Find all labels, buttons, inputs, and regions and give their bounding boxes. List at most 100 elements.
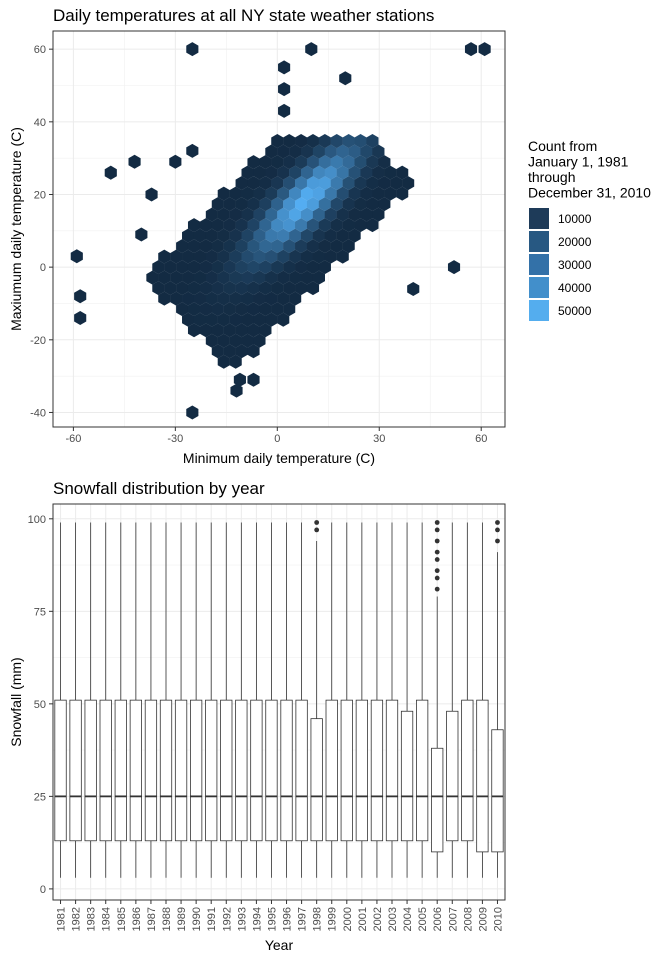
interquartile-box xyxy=(250,699,263,842)
hexbin-cell xyxy=(324,165,337,180)
hexbin-cell xyxy=(182,291,195,306)
hexbin-cell xyxy=(289,165,302,180)
hexbin-cell xyxy=(295,134,308,149)
interquartile-box xyxy=(325,699,338,842)
x-axis-title: Year xyxy=(265,937,294,953)
interquartile-box xyxy=(129,699,142,842)
boxplot-box-2002 xyxy=(370,522,384,878)
y-tick-label: 0 xyxy=(40,262,46,274)
hexbin-cell xyxy=(390,176,403,191)
x-tick-label: 2007 xyxy=(447,907,459,931)
hexbin-cell xyxy=(193,291,207,306)
hexbin-cell xyxy=(135,227,148,242)
hexbin-cell xyxy=(283,155,296,170)
hexbin-cell xyxy=(247,239,260,254)
hexbin-cell xyxy=(360,186,373,201)
hexbin-cell xyxy=(211,260,224,275)
hexbin-cell xyxy=(306,260,320,275)
boxplot-box-1998 xyxy=(310,520,323,878)
hexbin-cell xyxy=(342,218,355,233)
hexbin-cell xyxy=(295,281,308,296)
hexbin-cell xyxy=(176,281,189,296)
hexbin-cell xyxy=(74,311,87,326)
hexbin-cell xyxy=(193,312,207,327)
hexbin-cell xyxy=(235,176,248,191)
hexbin-cell xyxy=(170,270,183,285)
outlier-point xyxy=(495,538,500,544)
hexbin-cell xyxy=(324,186,337,201)
x-tick-label: 1982 xyxy=(71,907,83,931)
hexbin-cell xyxy=(247,197,260,212)
hexbin-cell xyxy=(265,312,278,327)
hexbin-cell xyxy=(187,239,201,254)
hexbin-cell xyxy=(348,186,361,201)
outlier-point xyxy=(314,527,320,533)
hexbin-cell xyxy=(295,239,308,254)
boxplot-plot-panel xyxy=(53,504,505,900)
hexbin-cell xyxy=(354,176,367,191)
hexbin-cell xyxy=(278,103,291,118)
hexbin-cell xyxy=(300,186,314,201)
interquartile-box xyxy=(310,718,323,842)
hexbin-cell xyxy=(384,186,397,201)
hexbin-cell xyxy=(289,249,302,264)
x-tick-label: 1996 xyxy=(282,907,294,931)
x-tick-label: 2006 xyxy=(432,907,444,931)
hexbin-cell xyxy=(372,144,385,159)
y-axis-title: Maxiumum daily temperature (C) xyxy=(8,127,24,331)
hexbin-cell xyxy=(241,207,254,222)
x-tick-label: 1983 xyxy=(86,907,98,931)
hexbin-cell xyxy=(217,228,230,243)
boxplot-box-2003 xyxy=(385,522,399,878)
x-tick-label: 1986 xyxy=(131,907,143,931)
hexbin-cell xyxy=(176,260,189,275)
hexbin-cell xyxy=(342,134,355,149)
hexbin-cell xyxy=(241,312,254,327)
hexbin-cell xyxy=(312,207,325,222)
x-tick-label: 1992 xyxy=(221,907,233,931)
hexbin-cell xyxy=(306,197,320,212)
x-tick-label: 30 xyxy=(373,433,385,445)
boxplot-box-1990 xyxy=(190,522,203,878)
hexbin-cell xyxy=(295,155,308,170)
hexbin-cell xyxy=(277,270,290,285)
x-tick-label: 2003 xyxy=(387,907,399,931)
hexbin-cell xyxy=(265,249,278,264)
hexbin-cell xyxy=(318,260,331,275)
hexbin-cell xyxy=(186,42,199,57)
outlier-point xyxy=(434,549,440,555)
hexbin-cell xyxy=(366,176,379,191)
hexbin-cell xyxy=(247,372,260,387)
legend-title-line: January 1, 1981 xyxy=(528,154,629,170)
hexbin-cell xyxy=(211,197,224,212)
hexbin-cell xyxy=(253,333,266,348)
hexbin-cell xyxy=(372,165,385,180)
interquartile-box xyxy=(220,699,233,842)
interquartile-box xyxy=(144,699,158,842)
interquartile-box xyxy=(99,699,112,842)
hexbin-cell xyxy=(306,176,320,191)
hexbin-cell xyxy=(300,144,314,159)
hexbin-cell xyxy=(378,176,391,191)
interquartile-box xyxy=(159,699,173,842)
x-tick-label: 60 xyxy=(475,433,487,445)
hexbin-cell xyxy=(360,165,373,180)
legend-title-line: through xyxy=(528,169,575,185)
hexbin-cell xyxy=(342,155,355,170)
interquartile-box xyxy=(416,699,429,842)
x-tick-label: 1989 xyxy=(176,907,188,931)
hexbin-cell xyxy=(271,155,284,170)
hexbin-cell xyxy=(271,239,284,254)
hexbin-cell xyxy=(265,207,278,222)
hexbin-cell xyxy=(217,249,230,264)
hexbin-cell xyxy=(164,260,177,275)
hexbin-cell xyxy=(295,218,308,233)
boxplot-box-1999 xyxy=(325,522,338,878)
hexbin-cell xyxy=(318,176,331,191)
hexbin-cell xyxy=(253,165,266,180)
y-axis-title: Snowfall (mm) xyxy=(8,657,24,746)
legend-entry-label: 20000 xyxy=(558,235,592,249)
hexbin-cell xyxy=(318,218,331,233)
x-tick-label: 1999 xyxy=(327,907,339,931)
outlier-point xyxy=(434,575,440,581)
